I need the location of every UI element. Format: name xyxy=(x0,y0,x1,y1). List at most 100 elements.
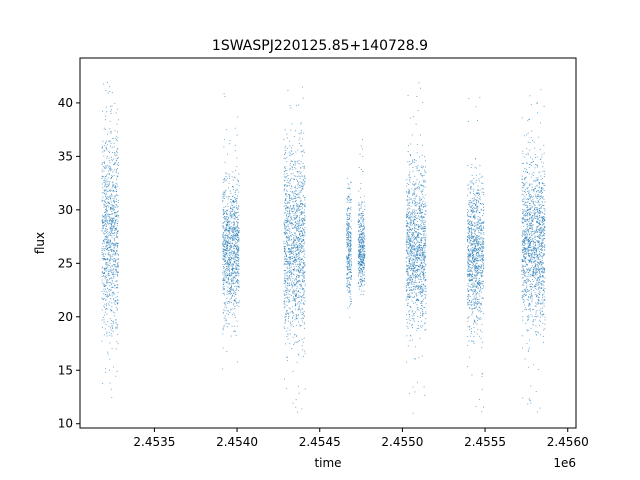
data-point xyxy=(112,330,114,332)
data-point xyxy=(299,324,301,326)
data-point xyxy=(346,225,348,227)
data-point xyxy=(109,162,111,164)
data-point xyxy=(417,268,418,270)
data-point xyxy=(237,235,239,237)
data-point xyxy=(224,220,226,222)
data-point xyxy=(286,271,288,273)
data-point xyxy=(228,218,230,219)
data-point xyxy=(225,260,227,262)
data-point xyxy=(414,281,415,283)
data-point xyxy=(421,247,422,249)
data-point xyxy=(223,261,225,263)
data-point xyxy=(406,248,408,250)
data-point xyxy=(410,257,412,259)
data-point xyxy=(424,249,426,251)
data-point xyxy=(406,215,408,217)
data-point xyxy=(232,279,234,281)
data-point xyxy=(114,299,116,301)
data-point xyxy=(113,218,115,220)
data-point xyxy=(298,354,300,356)
data-point xyxy=(304,350,306,352)
data-point xyxy=(222,223,224,224)
data-point xyxy=(223,212,225,214)
data-point xyxy=(104,163,105,165)
data-point xyxy=(422,200,424,202)
data-point xyxy=(421,242,423,244)
data-point xyxy=(298,271,300,273)
data-point xyxy=(115,185,117,187)
data-point xyxy=(420,287,422,289)
data-point xyxy=(112,151,113,153)
data-point xyxy=(358,230,359,232)
data-point xyxy=(346,230,348,232)
data-point xyxy=(413,252,415,254)
data-point xyxy=(425,303,427,305)
data-point xyxy=(406,220,408,222)
data-point xyxy=(358,258,360,259)
data-point xyxy=(413,191,415,193)
data-point xyxy=(363,224,365,226)
data-point xyxy=(288,202,290,204)
data-point xyxy=(363,253,365,255)
data-point xyxy=(104,161,106,163)
data-point xyxy=(349,290,351,292)
data-point xyxy=(302,221,304,223)
data-point xyxy=(227,238,229,240)
data-point xyxy=(114,223,116,225)
data-point xyxy=(423,245,425,246)
data-point xyxy=(419,242,421,243)
data-point xyxy=(224,230,226,232)
data-point xyxy=(412,200,414,202)
data-point xyxy=(304,199,306,201)
data-point xyxy=(359,204,361,206)
data-point xyxy=(407,284,409,286)
data-point xyxy=(419,292,421,294)
data-point xyxy=(228,230,230,232)
data-point xyxy=(235,207,237,209)
data-point xyxy=(233,245,235,247)
data-point xyxy=(359,234,360,236)
data-point xyxy=(358,249,360,251)
data-point xyxy=(409,154,411,156)
data-point xyxy=(117,292,119,294)
data-point xyxy=(358,264,360,266)
data-point xyxy=(293,213,295,215)
data-point xyxy=(410,240,411,242)
data-point xyxy=(411,248,413,250)
data-point xyxy=(117,243,119,245)
data-point xyxy=(407,238,409,240)
data-point xyxy=(227,249,229,251)
data-point xyxy=(348,228,350,229)
data-point xyxy=(286,310,288,312)
data-point xyxy=(108,288,110,290)
data-point xyxy=(295,300,296,302)
data-point xyxy=(362,242,364,244)
data-point xyxy=(108,265,110,266)
data-point xyxy=(296,318,298,320)
data-point xyxy=(358,269,360,271)
data-point xyxy=(292,223,294,225)
data-point xyxy=(222,181,224,183)
data-point xyxy=(292,318,294,319)
data-point xyxy=(406,192,408,194)
data-point xyxy=(423,253,425,255)
data-point xyxy=(423,262,425,264)
data-point xyxy=(108,166,110,168)
data-point xyxy=(225,275,227,277)
data-point xyxy=(347,280,349,281)
data-point xyxy=(288,300,290,302)
data-point xyxy=(114,284,116,286)
data-point xyxy=(420,291,422,293)
data-point xyxy=(303,302,305,304)
data-point xyxy=(233,235,235,237)
data-point xyxy=(406,236,408,238)
data-point xyxy=(301,246,303,248)
data-point xyxy=(105,248,107,250)
data-point xyxy=(298,225,300,227)
data-point xyxy=(222,347,224,349)
data-point xyxy=(347,223,349,225)
data-point xyxy=(106,259,108,260)
data-point xyxy=(109,249,111,251)
data-point xyxy=(300,212,302,214)
data-point xyxy=(362,171,364,173)
